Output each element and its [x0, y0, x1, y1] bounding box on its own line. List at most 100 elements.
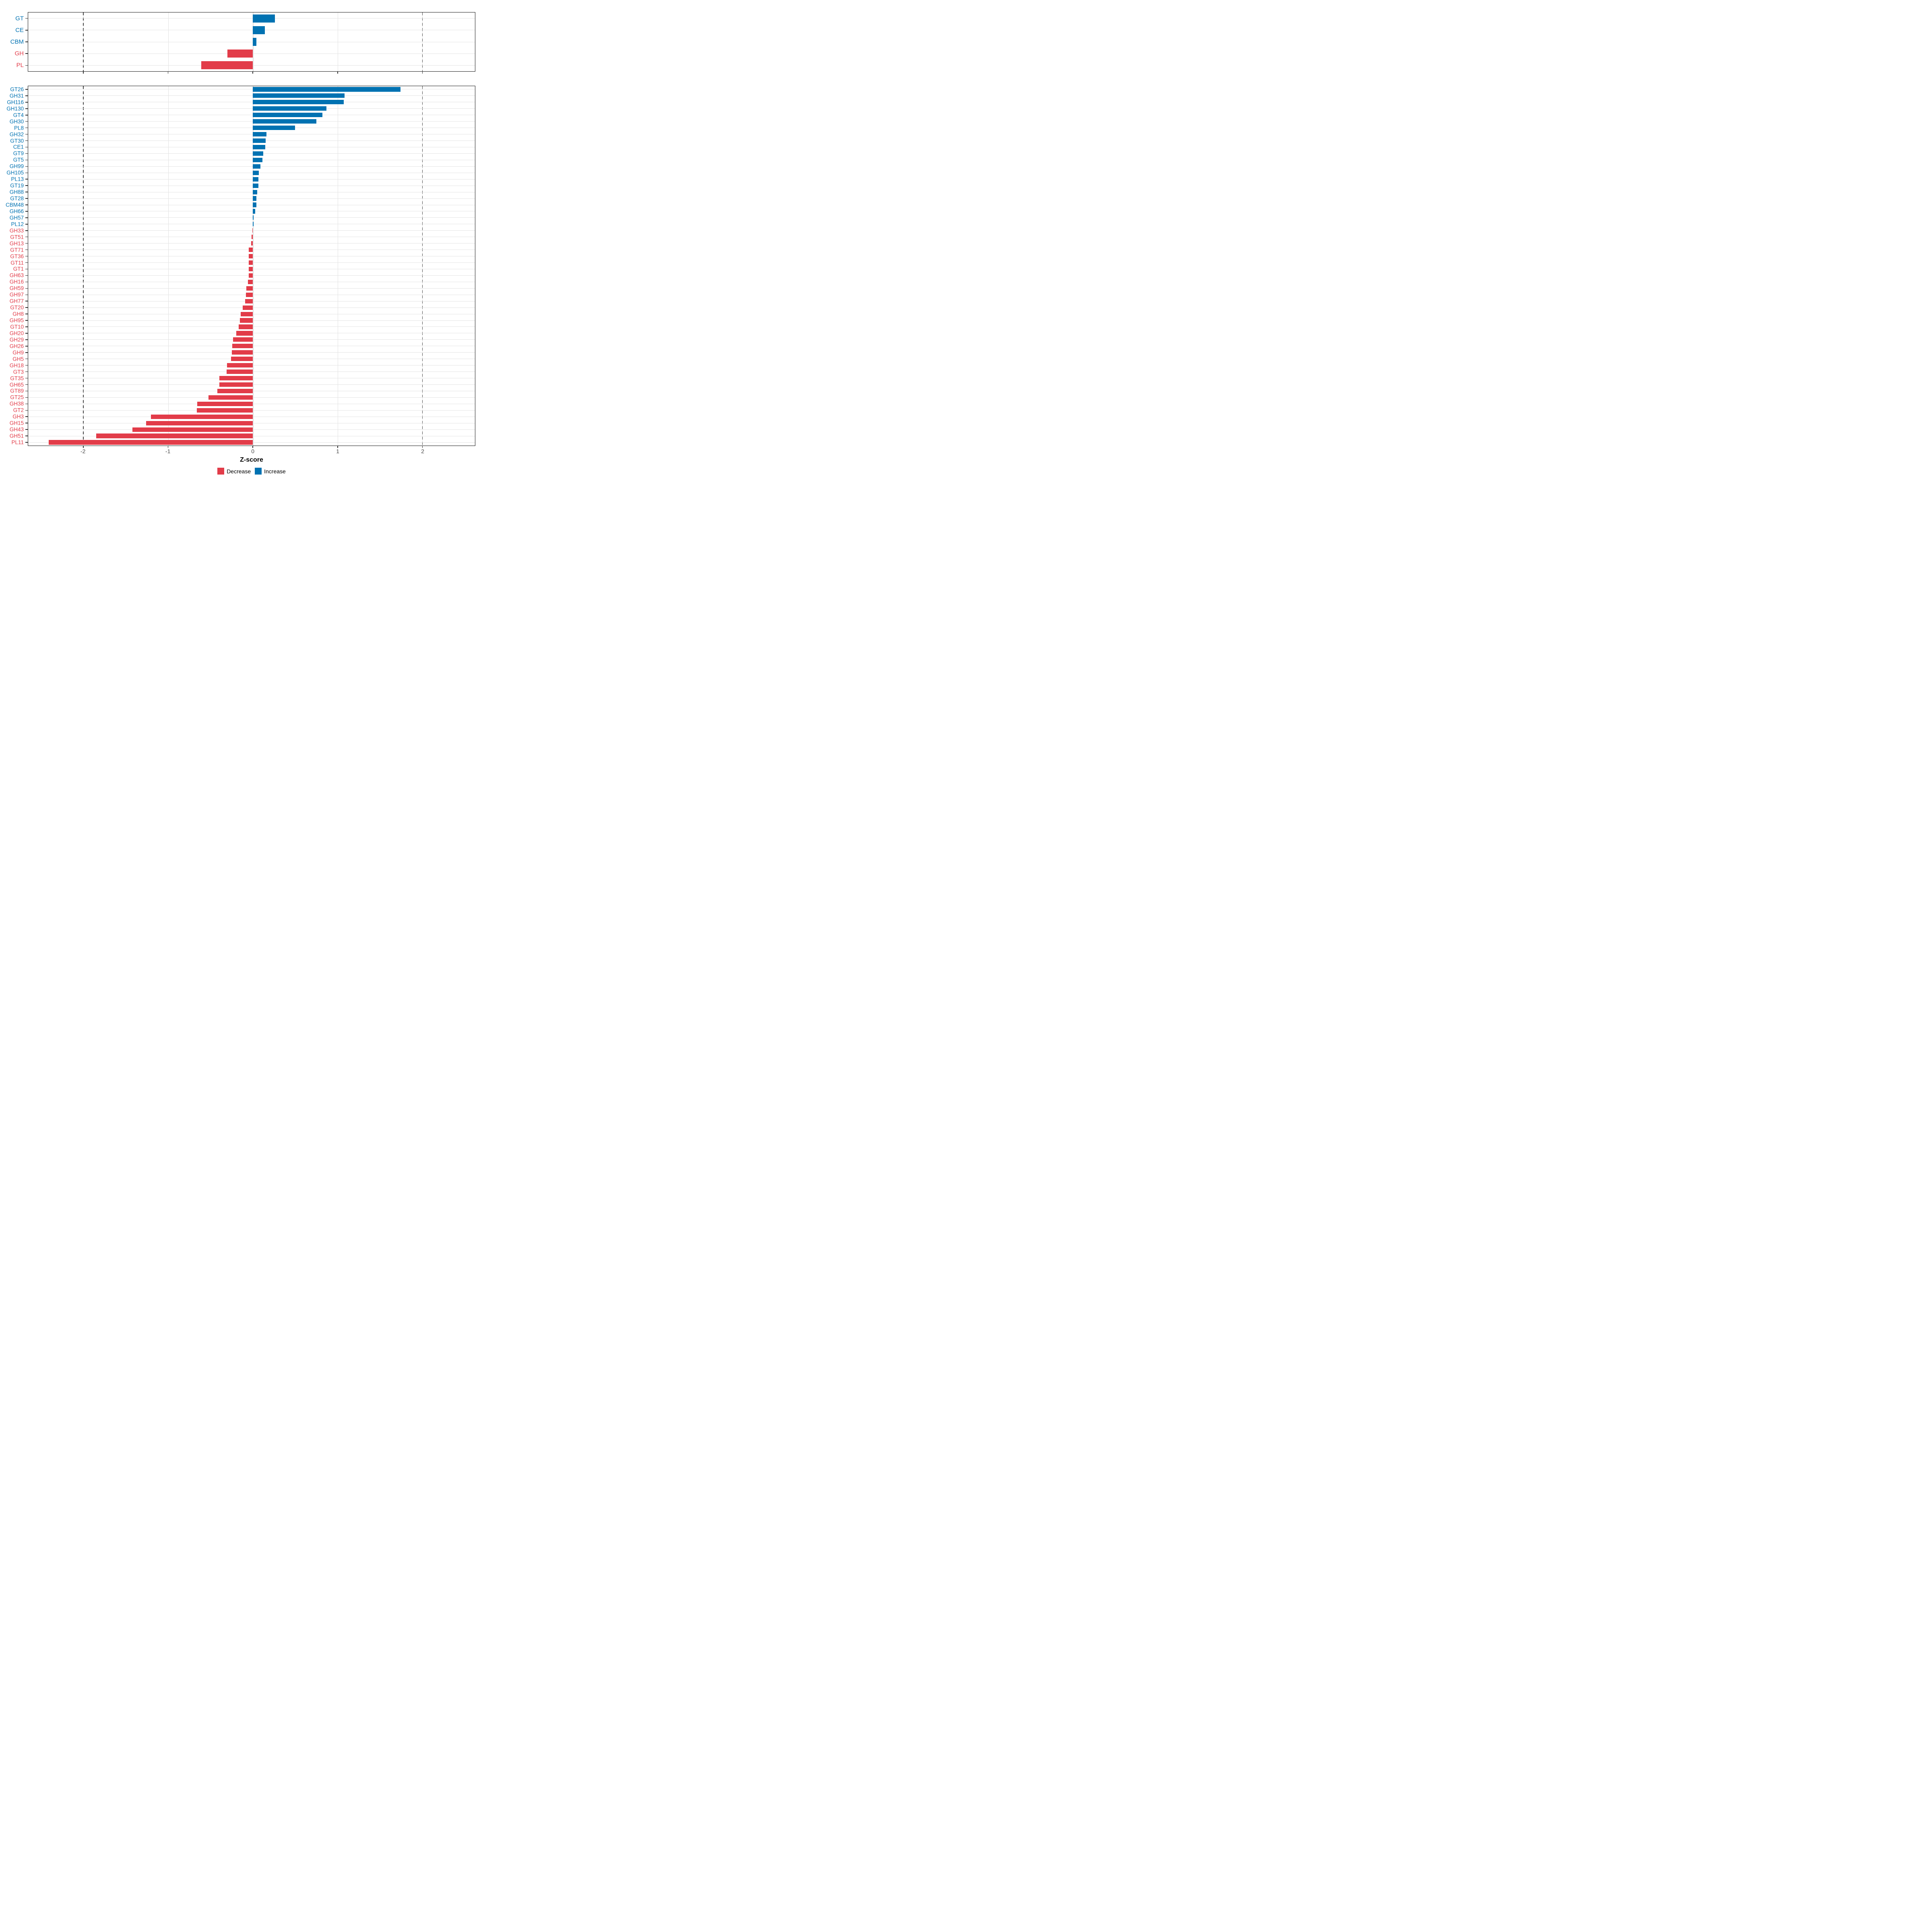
y-label-GT3: GT3 — [13, 369, 24, 375]
v-gridline--1 — [168, 86, 169, 446]
y-tick — [25, 378, 28, 379]
bar-GT89 — [217, 388, 253, 394]
bar-GT10 — [238, 324, 253, 329]
bar-GT5 — [253, 157, 263, 162]
x-tick-2 — [422, 446, 423, 448]
y-label-GH20: GH20 — [9, 330, 24, 336]
bar-GT25 — [208, 395, 253, 400]
bar-GH88 — [253, 190, 258, 194]
families-panel: GT26 GH31 GH116 GH130 GT4 GH30 PL8 GH32 GT30 CE1 G… — [6, 86, 475, 448]
x-tick-label--2: -2 — [80, 448, 86, 454]
h-gridline — [28, 108, 475, 109]
x-tick--1 — [167, 71, 169, 74]
y-tick — [25, 179, 28, 180]
y-label-GH31: GH31 — [9, 93, 24, 99]
y-tick — [25, 166, 28, 167]
y-tick — [25, 224, 28, 225]
bar-GT11 — [249, 260, 253, 265]
x-tick-1 — [337, 71, 338, 74]
y-tick — [25, 442, 28, 443]
bar-GH3 — [151, 414, 253, 419]
zscore-chart: GT CE CBM GH PL GT26 GH31 GH116 GH130 GT4 GH30 PL8… — [0, 0, 483, 483]
y-label-GH130: GH130 — [6, 105, 24, 112]
bar-GH105 — [253, 170, 259, 175]
y-label-CBM: CBM — [10, 38, 24, 45]
bar-GT4 — [253, 113, 322, 118]
y-tick — [25, 281, 28, 283]
y-tick — [25, 102, 28, 103]
y-label-GH33: GH33 — [9, 227, 24, 234]
legend: Decrease Increase — [28, 468, 475, 475]
bar-GH30 — [253, 119, 317, 124]
y-tick — [25, 429, 28, 430]
x-tick-0 — [252, 71, 253, 74]
y-label-GH: GH — [14, 50, 24, 57]
bar-GH — [227, 50, 253, 58]
y-label-GH51: GH51 — [9, 433, 24, 439]
y-tick — [25, 134, 28, 135]
x-tick--2 — [83, 446, 84, 448]
y-tick — [25, 326, 28, 327]
y-label-GH30: GH30 — [9, 118, 24, 125]
y-tick — [25, 65, 28, 66]
y-label-PL11: PL11 — [11, 439, 24, 446]
y-label-PL: PL — [16, 62, 24, 69]
y-label-GH5: GH5 — [12, 356, 24, 362]
y-label-GH59: GH59 — [9, 285, 24, 291]
y-label-GT19: GT19 — [10, 182, 24, 189]
y-label-GH13: GH13 — [9, 240, 24, 247]
summary-plot-area — [28, 12, 475, 71]
x-axis-tick-labels: -2 -1 0 1 2 — [28, 448, 475, 456]
dashed-line-2 — [422, 86, 423, 446]
y-tick — [25, 307, 28, 308]
bar-GH16 — [248, 279, 253, 284]
x-tick-label--1: -1 — [165, 448, 171, 454]
bar-CE — [253, 26, 265, 34]
bar-GT3 — [227, 369, 253, 374]
bar-GH97 — [246, 292, 253, 297]
bar-GH99 — [253, 164, 260, 169]
y-label-CE: CE — [15, 27, 24, 34]
h-gridline — [28, 95, 475, 96]
y-tick — [25, 333, 28, 334]
y-tick — [25, 275, 28, 276]
bar-GH20 — [236, 331, 253, 336]
x-tick-0 — [252, 446, 253, 448]
h-gridline — [28, 121, 475, 122]
y-label-GT20: GT20 — [10, 304, 24, 311]
bar-GT9 — [253, 151, 264, 156]
y-tick — [25, 95, 28, 96]
h-gridline — [28, 217, 475, 218]
y-tick — [25, 140, 28, 141]
y-tick — [25, 115, 28, 116]
y-label-PL8: PL8 — [14, 125, 24, 131]
bar-GH43 — [132, 427, 253, 432]
y-tick — [25, 320, 28, 321]
bar-GH59 — [246, 286, 253, 291]
y-label-GT2: GT2 — [13, 407, 24, 413]
bar-GT28 — [253, 196, 257, 201]
bar-GH38 — [197, 401, 253, 406]
y-tick — [25, 108, 28, 109]
bar-GT36 — [249, 254, 253, 259]
legend-label-increase: Increase — [264, 468, 286, 475]
y-tick — [25, 159, 28, 161]
y-tick — [25, 243, 28, 244]
families-plot-area — [28, 86, 475, 446]
y-tick — [25, 147, 28, 148]
y-tick — [25, 53, 28, 54]
x-tick-label-1: 1 — [336, 448, 340, 454]
y-label-GT89: GT89 — [10, 388, 24, 394]
bar-GH63 — [248, 273, 253, 278]
legend-item-decrease: Decrease — [217, 468, 251, 475]
bar-CE1 — [253, 144, 265, 150]
y-tick — [25, 352, 28, 353]
bar-GH8 — [241, 312, 253, 316]
y-label-PL12: PL12 — [11, 221, 24, 227]
h-gridline — [28, 179, 475, 180]
bar-GH31 — [253, 93, 345, 98]
y-label-GT36: GT36 — [10, 253, 24, 260]
bar-GT26 — [253, 87, 400, 92]
y-tick — [25, 230, 28, 231]
y-label-GT: GT — [15, 15, 24, 22]
